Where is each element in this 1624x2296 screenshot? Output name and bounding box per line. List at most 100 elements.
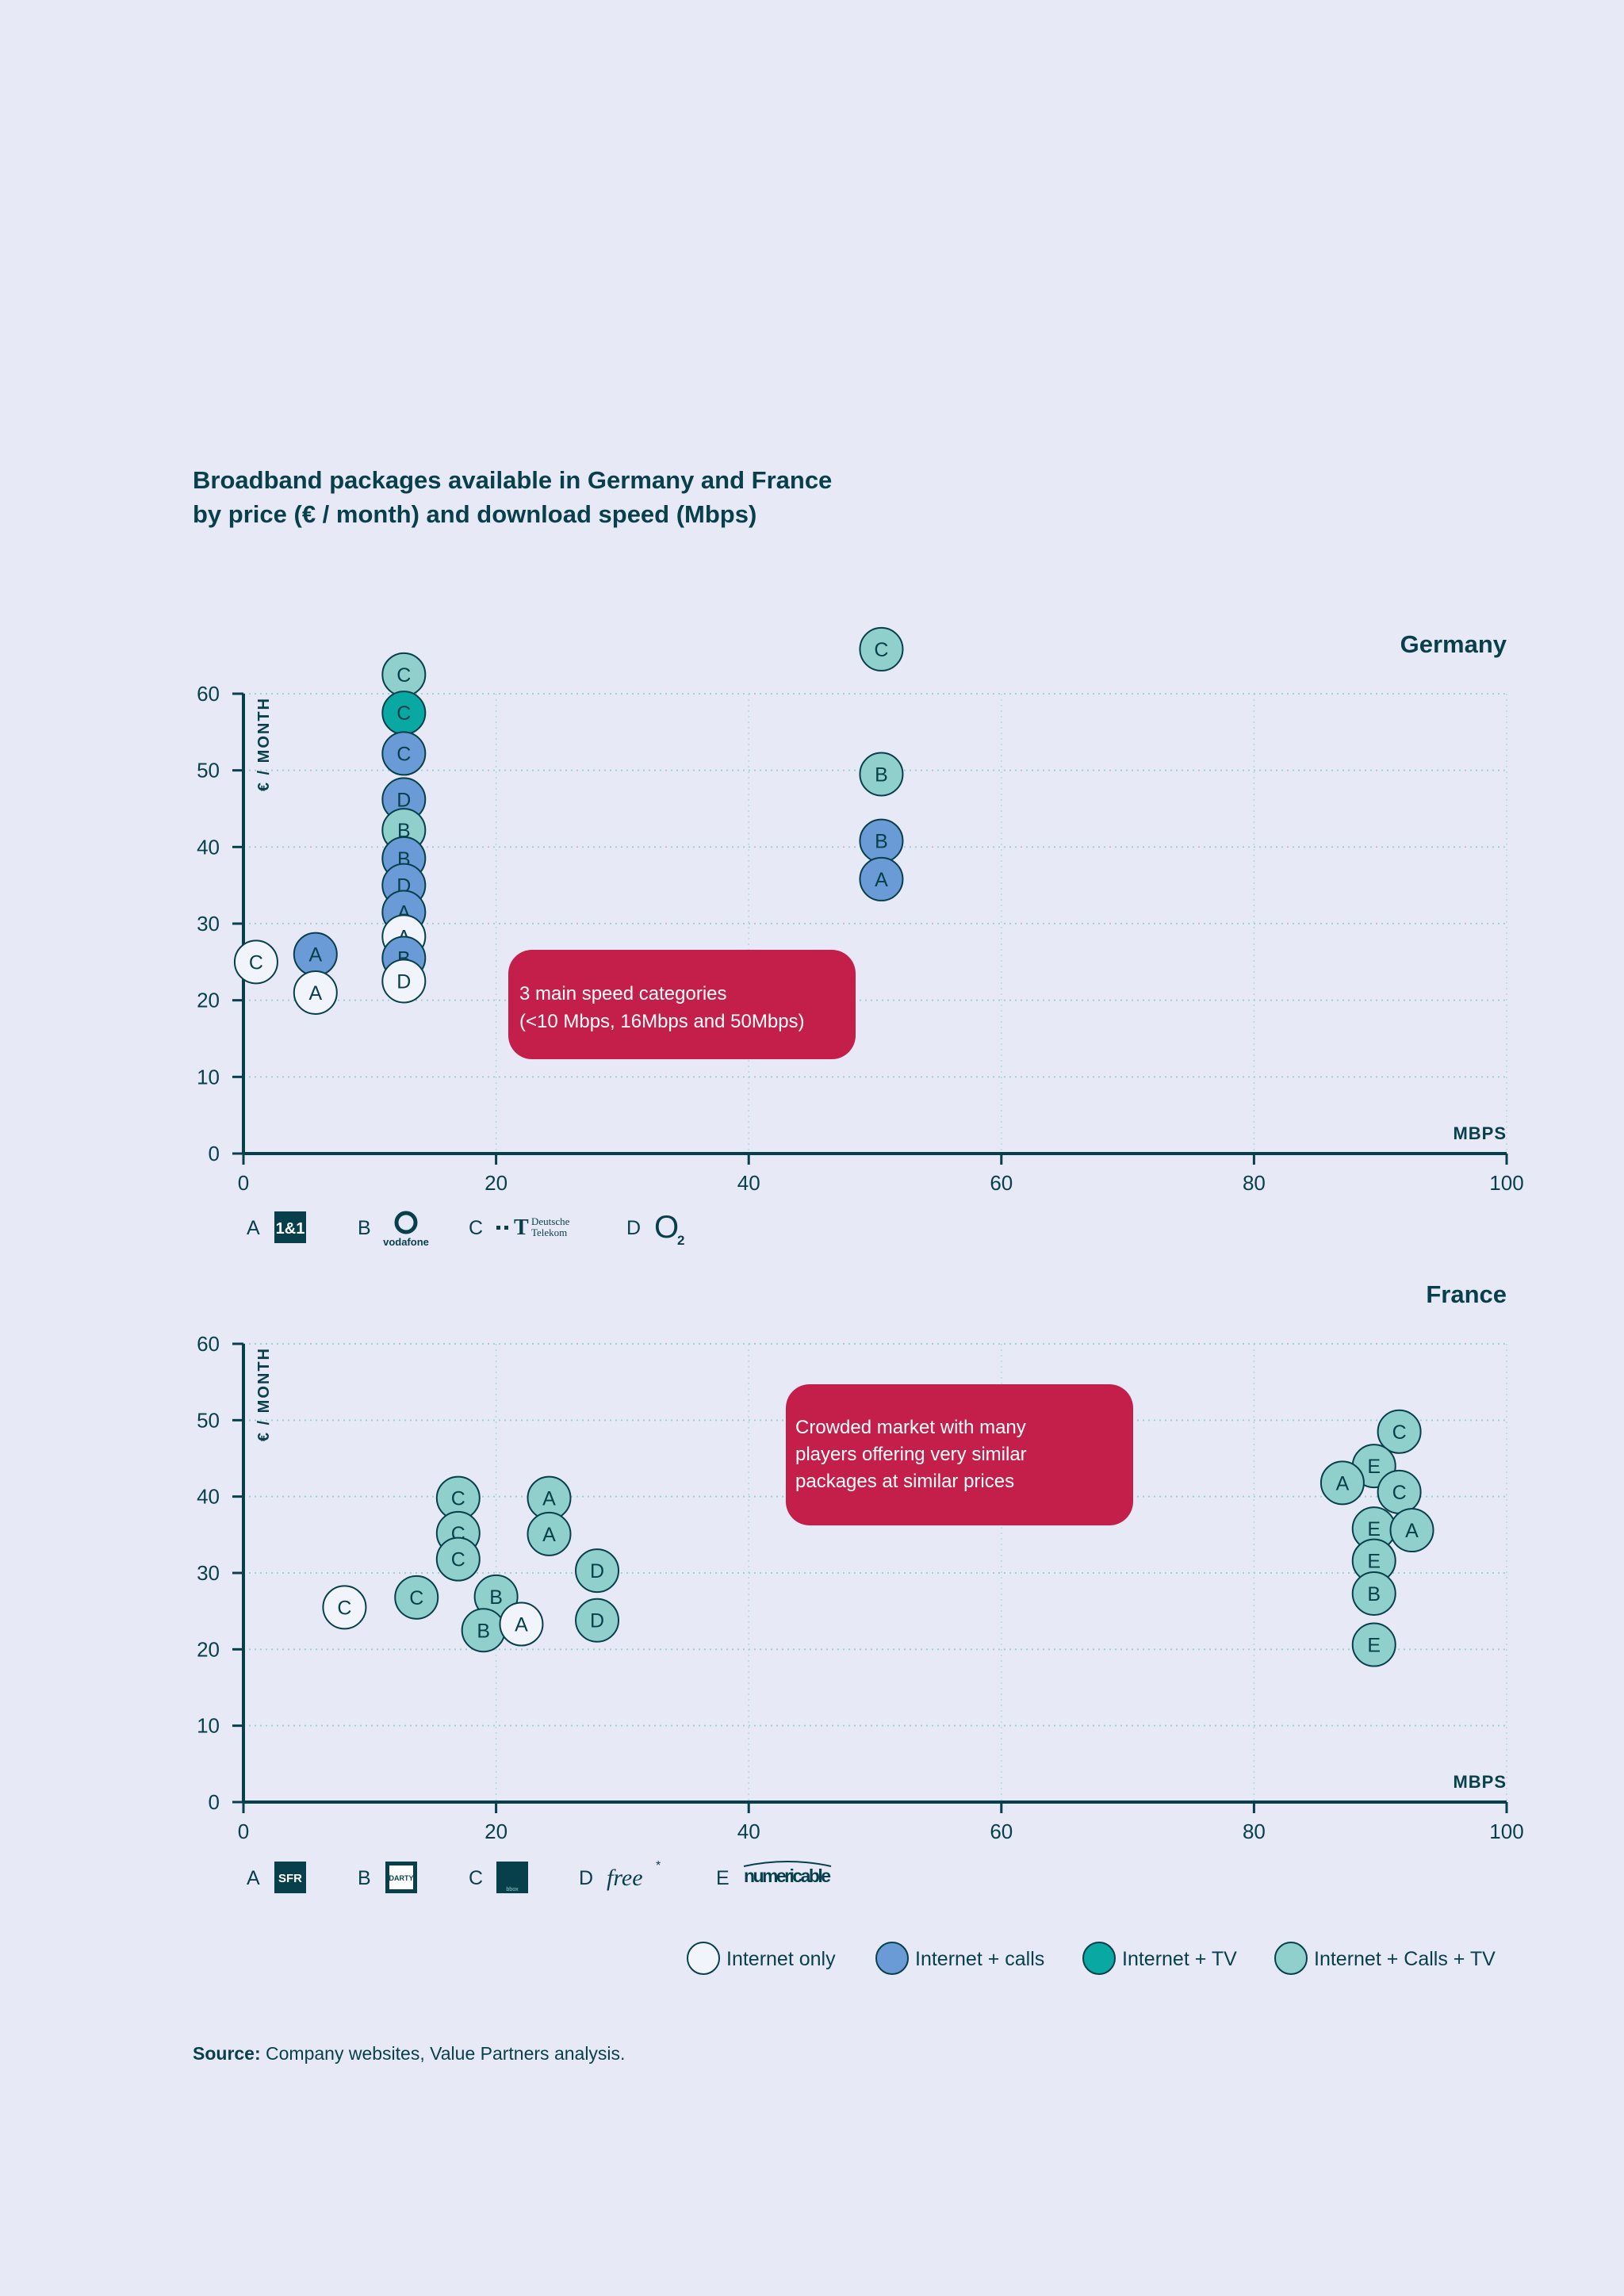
logo-o2-2: 2: [677, 1233, 684, 1248]
logo-numericable-arc: [743, 1861, 832, 1867]
data-point: A: [1320, 1460, 1365, 1506]
point-marker: [381, 731, 427, 776]
y-tick-label: 60: [197, 682, 220, 706]
point-label: A: [1336, 1472, 1350, 1494]
data-point: A: [1389, 1508, 1434, 1553]
point-label: E: [1367, 1635, 1381, 1657]
legend-swatch: [687, 1942, 720, 1975]
point-label: B: [477, 1620, 490, 1642]
provider-logo-b: vodafone: [383, 1211, 429, 1248]
y-tick-label: 50: [197, 1408, 220, 1432]
point-label: A: [1405, 1520, 1419, 1542]
provider-logo-c: bbox: [496, 1862, 528, 1893]
y-axis-title: € / MONTH: [255, 697, 273, 791]
callout-text: Crowded market with many: [795, 1417, 1026, 1438]
data-point: B: [473, 1574, 519, 1619]
provider-letter: A: [247, 1867, 260, 1889]
data-point: A: [293, 932, 338, 977]
point-label: E: [1367, 1456, 1381, 1478]
logo-telekom-t: T: [514, 1215, 529, 1240]
point-marker: [435, 1536, 481, 1582]
data-point: B: [1351, 1571, 1396, 1617]
data-point: A: [527, 1475, 572, 1521]
provider-letter: A: [247, 1217, 260, 1239]
legend-item-internet-only: Internet only: [687, 1942, 836, 1975]
point-marker: [394, 1575, 439, 1620]
germany-chart: 0 10 20 30 40 50 60 0 20 40 60 80 100 MBPS € / MONTH Ge…: [197, 626, 1524, 1248]
legend-swatch: [875, 1942, 909, 1975]
legend-label: Internet + Calls + TV: [1314, 1948, 1496, 1970]
logo-o2-o: O: [654, 1210, 679, 1245]
logo-bbox-text: bbox: [506, 1887, 519, 1892]
point-label: B: [875, 831, 888, 853]
country-title: Germany: [1400, 630, 1507, 658]
logo-vodafone-text: vodafone: [383, 1236, 429, 1248]
callout-text: packages at similar prices: [795, 1471, 1014, 1492]
y-axis-title: € / MONTH: [255, 1347, 273, 1441]
point-marker: [322, 1585, 367, 1630]
point-marker: [499, 1601, 544, 1647]
logo-darty-text: DARTY: [389, 1874, 414, 1882]
y-tick-label: 30: [197, 1561, 220, 1585]
point-marker: [859, 626, 904, 672]
provider-logo-d: free *: [607, 1859, 661, 1891]
point-label: B: [875, 764, 888, 786]
legend-swatch: [1082, 1942, 1116, 1975]
x-tick-label: 0: [238, 1171, 249, 1195]
point-label: C: [451, 1488, 465, 1510]
x-axis-title: MBPS: [1453, 1123, 1507, 1143]
logo-telekom-dot: [504, 1226, 508, 1230]
source-text: Company websites, Value Partners analysi…: [266, 2043, 626, 2064]
y-tick-label: 0: [209, 1790, 220, 1814]
point-label: D: [590, 1610, 604, 1632]
logo-numericable-text: numericable: [744, 1866, 831, 1886]
y-tick-label: 20: [197, 989, 220, 1012]
point-label: A: [515, 1614, 528, 1636]
data-point: A: [499, 1601, 544, 1647]
provider-letter: C: [469, 1867, 483, 1889]
provider-letter: E: [716, 1867, 730, 1889]
legend-item-internet-calls: Internet + calls: [875, 1942, 1044, 1975]
callout-box: [786, 1384, 1133, 1525]
title-line-1: Broadband packages available in Germany …: [193, 466, 833, 494]
point-label: C: [337, 1597, 351, 1619]
point-marker: [527, 1511, 572, 1556]
point-label: C: [1392, 1482, 1407, 1504]
logo-telekom-dot: [496, 1226, 500, 1230]
callout-text: (<10 Mbps, 16Mbps and 50Mbps): [519, 1011, 805, 1032]
data-point: B: [859, 818, 904, 863]
y-tick-label: 0: [209, 1142, 220, 1165]
point-label: C: [451, 1549, 465, 1571]
logo-1und1-text: 1&1: [276, 1220, 305, 1238]
data-point: C: [859, 626, 904, 672]
provider-logo-d: O2: [654, 1210, 684, 1248]
data-point: B: [461, 1608, 506, 1653]
x-tick-label: 0: [238, 1820, 249, 1843]
point-label: C: [409, 1587, 423, 1609]
point-label: A: [875, 869, 888, 891]
callout-box: [508, 950, 856, 1059]
logo-free-star: *: [656, 1859, 661, 1873]
logo-free-text: free: [607, 1865, 643, 1891]
legend-item-internet-calls-tv: Internet + Calls + TV: [1274, 1942, 1496, 1975]
point-label: C: [249, 951, 263, 974]
legend-label: Internet only: [726, 1948, 836, 1970]
y-tick-label: 10: [197, 1714, 220, 1738]
logo-telekom-text: Telekom: [531, 1226, 567, 1238]
logo-sfr-box: [274, 1862, 306, 1893]
x-tick-label: 80: [1243, 1171, 1266, 1195]
provider-letter: D: [626, 1217, 641, 1239]
service-type-legend: Internet only Internet + calls Internet + …: [687, 1942, 1496, 1975]
source-label: Source:: [193, 2043, 261, 2064]
point-label: D: [396, 971, 411, 993]
data-point: A: [527, 1511, 572, 1556]
data-point: E: [1351, 1622, 1396, 1667]
provider-logo-b: DARTY: [385, 1862, 417, 1893]
logo-darty-inner: [389, 1866, 413, 1889]
point-label: A: [542, 1488, 556, 1510]
legend-label: Internet + calls: [915, 1948, 1044, 1970]
